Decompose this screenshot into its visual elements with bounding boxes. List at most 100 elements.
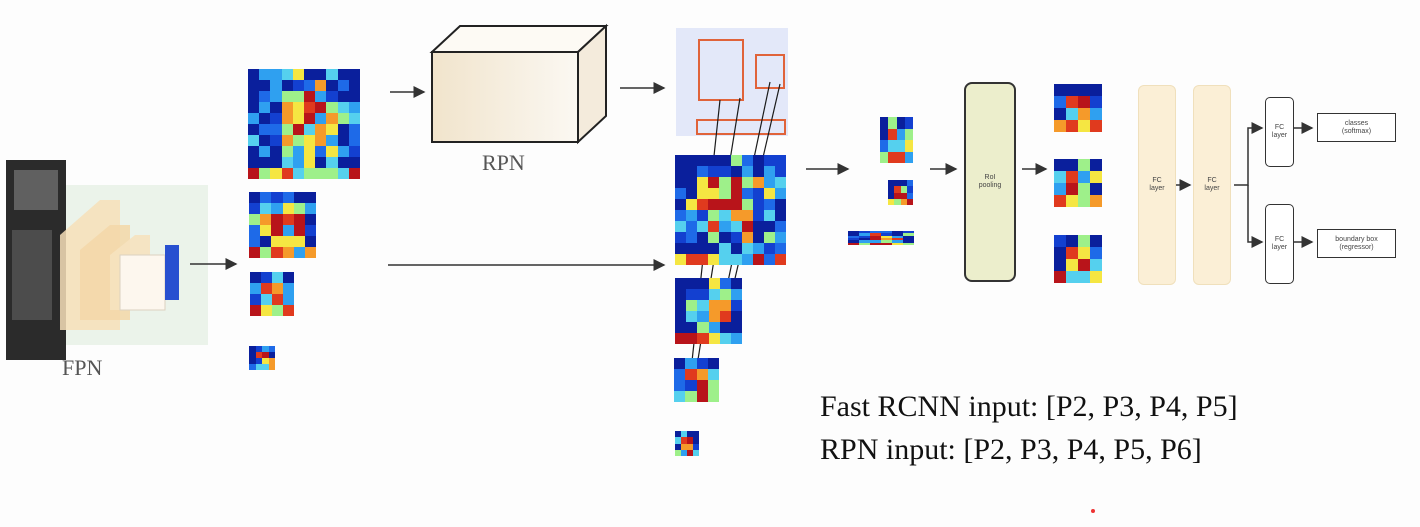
heatmap-cell bbox=[674, 369, 686, 381]
heatmap-cell bbox=[730, 166, 743, 178]
heatmap-cell bbox=[906, 180, 913, 187]
pointer-dot bbox=[1091, 509, 1095, 513]
heatmap-cell bbox=[270, 168, 283, 179]
heatmap-cell bbox=[903, 235, 914, 239]
heatmap-cell bbox=[752, 232, 765, 244]
heatmap-cell bbox=[326, 135, 339, 147]
heatmap-cell bbox=[1090, 195, 1102, 207]
classes-label: classes bbox=[1344, 119, 1369, 127]
heatmap-cell bbox=[752, 155, 765, 167]
heatmap-cell bbox=[880, 151, 889, 163]
heatmap-cell bbox=[675, 311, 687, 323]
rpn-block bbox=[429, 23, 609, 145]
heatmap-cell bbox=[708, 311, 721, 323]
fc-label: FC layer bbox=[1204, 177, 1220, 192]
heatmap-cell bbox=[1054, 171, 1067, 184]
heatmap-cell bbox=[675, 188, 687, 200]
heatmap-cell bbox=[348, 102, 360, 114]
heatmap-cell bbox=[268, 346, 275, 353]
heatmap-cell bbox=[259, 113, 271, 125]
heatmap-cell bbox=[888, 117, 897, 129]
heatmap-cell bbox=[1078, 195, 1091, 207]
heatmap-cell bbox=[763, 232, 776, 244]
heatmap-cell bbox=[1078, 171, 1091, 184]
fc-label: FC layer bbox=[1149, 177, 1165, 192]
heatmap-cell bbox=[708, 278, 721, 290]
heatmap-cell bbox=[1090, 259, 1102, 272]
heatmap-cell bbox=[752, 177, 765, 189]
proposal-box bbox=[755, 54, 785, 89]
heatmap-cell bbox=[681, 431, 688, 438]
heatmap-cell bbox=[859, 238, 871, 241]
heatmap-cell bbox=[1078, 84, 1091, 97]
heatmap-cell bbox=[752, 243, 765, 255]
heatmap-cell bbox=[681, 449, 688, 456]
fc-classes-box: FC layer bbox=[1265, 97, 1294, 167]
heatmap-cell bbox=[248, 135, 260, 147]
heatmap-cell bbox=[881, 233, 893, 237]
heatmap-cell bbox=[315, 168, 327, 179]
heatmap-cell bbox=[881, 235, 893, 239]
heatmap-cell bbox=[697, 254, 709, 265]
heatmap-cell bbox=[272, 305, 284, 316]
heatmap-cell bbox=[272, 294, 284, 306]
heatmap-cell bbox=[248, 113, 260, 125]
heatmap-cell bbox=[249, 358, 256, 365]
heatmap-cell bbox=[281, 157, 294, 169]
heatmap-cell bbox=[248, 102, 260, 114]
heatmap-cell bbox=[248, 91, 260, 103]
heatmap-cell bbox=[270, 124, 283, 136]
heatmap-cell bbox=[315, 157, 327, 169]
heatmap-cell bbox=[741, 254, 754, 265]
heatmap-cell bbox=[708, 300, 721, 312]
heatmap-cell bbox=[686, 210, 698, 222]
heatmap-cell bbox=[752, 254, 765, 265]
heatmap-cell bbox=[270, 80, 283, 92]
heatmap-cell bbox=[686, 155, 698, 167]
heatmap-cell bbox=[260, 225, 272, 237]
heatmap-cell bbox=[870, 238, 882, 241]
heatmap-cell bbox=[283, 294, 294, 306]
heatmap-cell bbox=[250, 272, 262, 284]
heatmap-cell bbox=[774, 177, 786, 189]
heatmap-cell bbox=[1066, 271, 1079, 283]
heatmap-cell bbox=[686, 322, 698, 334]
heatmap-cell bbox=[675, 254, 687, 265]
heatmap-cell bbox=[686, 199, 698, 211]
heatmap-cell bbox=[763, 188, 776, 200]
heatmap-cell bbox=[848, 238, 860, 241]
heatmap-cell bbox=[697, 232, 709, 244]
heatmap-cell bbox=[1066, 171, 1079, 184]
heatmap-cell bbox=[259, 69, 271, 81]
heatmap-cell bbox=[708, 289, 721, 301]
heatmap-cell bbox=[315, 124, 327, 136]
heatmap-cell bbox=[719, 300, 732, 312]
heatmap-cell bbox=[337, 168, 350, 179]
heatmap-cell bbox=[675, 166, 687, 178]
heatmap-cell bbox=[894, 192, 901, 200]
heatmap-cell bbox=[741, 221, 754, 233]
heatmap-cell bbox=[1078, 96, 1091, 109]
heatmap-cell bbox=[774, 188, 786, 200]
heatmap-cell bbox=[315, 102, 327, 114]
heatmap-cell bbox=[315, 146, 327, 158]
heatmap-cell bbox=[262, 346, 269, 353]
heatmap-cell bbox=[708, 243, 720, 255]
heatmap-cell bbox=[697, 333, 709, 344]
heatmap-cell bbox=[326, 124, 339, 136]
heatmap-cell bbox=[881, 231, 893, 234]
heatmap-cell bbox=[675, 232, 687, 244]
heatmap-cell bbox=[1090, 235, 1102, 248]
heatmap-cell bbox=[719, 177, 731, 189]
classes-sub-label: (softmax) bbox=[1341, 127, 1372, 135]
heatmap-cell bbox=[675, 210, 687, 222]
heatmap-cell bbox=[293, 236, 306, 248]
heatmap-cell bbox=[270, 146, 283, 158]
heatmap-cell bbox=[337, 135, 350, 147]
heatmap-cell bbox=[730, 210, 743, 222]
heatmap-cell bbox=[881, 238, 893, 241]
heatmap-cell bbox=[304, 157, 316, 169]
heatmap-cell bbox=[271, 192, 283, 204]
heatmap-cell bbox=[752, 166, 765, 178]
